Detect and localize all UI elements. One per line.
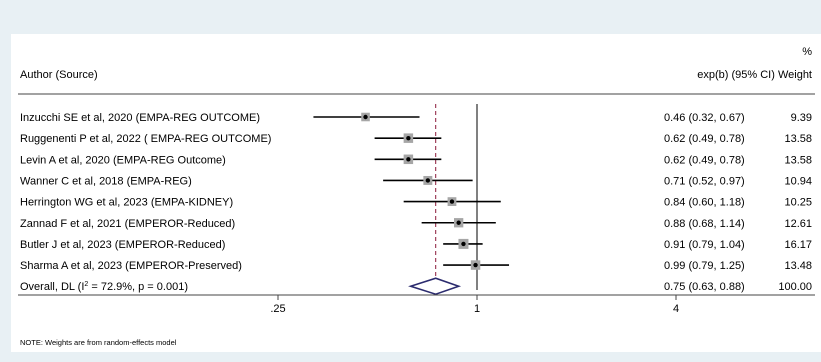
- study-label: Butler J et al, 2023 (EMPEROR-Reduced): [20, 239, 225, 251]
- overall-label-prefix: Overall, DL (I: [20, 281, 84, 293]
- weight-text: 13.48: [784, 260, 812, 272]
- author-header: Author (Source): [20, 69, 98, 81]
- study-row: Herrington WG et al, 2023 (EMPA-KIDNEY) 0…: [20, 197, 812, 209]
- point-estimate: [449, 199, 455, 204]
- plot-panel: [11, 34, 821, 352]
- overall-label-sup: 2: [84, 281, 88, 288]
- study-rows: Inzucchi SE et al, 2020 (EMPA-REG OUTCOM…: [20, 112, 812, 296]
- x-axis: .25 1 4: [270, 295, 679, 315]
- study-row: Zannad F et al, 2021 (EMPEROR-Reduced) 0.…: [20, 218, 812, 230]
- estimate-header: exp(b) (95% CI) Weight: [697, 69, 812, 81]
- point-estimate: [425, 178, 431, 183]
- x-tick-label: 1: [474, 303, 480, 315]
- point-estimate: [406, 135, 411, 141]
- study-label: Zannad F et al, 2021 (EMPEROR-Reduced): [20, 218, 235, 230]
- study-row: Ruggenenti P et al, 2022 ( EMPA-REG OUTC…: [20, 133, 812, 145]
- footnote: NOTE: Weights are from random-effects mo…: [20, 338, 177, 347]
- point-estimate: [461, 241, 466, 247]
- study-label: Herrington WG et al, 2023 (EMPA-KIDNEY): [20, 197, 233, 209]
- study-label: Inzucchi SE et al, 2020 (EMPA-REG OUTCOM…: [20, 112, 260, 124]
- percent-header: %: [802, 46, 812, 58]
- ci-text: 0.88 (0.68, 1.14): [664, 218, 745, 230]
- study-row: Levin A et al, 2020 (EMPA-REG Outcome) 0.…: [20, 154, 812, 166]
- study-label: Levin A et al, 2020 (EMPA-REG Outcome): [20, 154, 226, 166]
- weight-text: 12.61: [784, 218, 812, 230]
- study-row: Butler J et al, 2023 (EMPEROR-Reduced) 0.…: [20, 238, 812, 251]
- ci-text: 0.99 (0.79, 1.25): [664, 260, 745, 272]
- weight-text: 10.94: [784, 175, 812, 187]
- overall-diamond: [408, 277, 462, 296]
- study-row: Wanner C et al, 2018 (EMPA-REG) 0.71 (0.5…: [20, 175, 812, 187]
- x-tick-label: .25: [270, 303, 285, 315]
- study-label: Ruggenenti P et al, 2022 ( EMPA-REG OUTC…: [20, 133, 271, 145]
- point-estimate: [456, 220, 461, 225]
- weight-text: 13.58: [784, 133, 812, 145]
- study-row: Sharma A et al, 2023 (EMPEROR-Preserved)…: [20, 260, 812, 272]
- point-estimate: [473, 262, 478, 268]
- overall-ci-text: 0.75 (0.63, 0.88): [664, 281, 745, 293]
- weight-text: 10.25: [784, 197, 812, 209]
- study-label: Sharma A et al, 2023 (EMPEROR-Preserved): [20, 260, 242, 272]
- overall-weight-text: 100.00: [778, 281, 812, 293]
- weight-text: 13.58: [784, 154, 812, 166]
- overall-row: Overall, DL (I2 = 72.9%, p = 0.001) 0.75 …: [20, 277, 812, 296]
- overall-label: Overall, DL (I2 = 72.9%, p = 0.001): [20, 281, 188, 293]
- overall-label-suffix: = 72.9%, p = 0.001): [88, 281, 188, 293]
- study-row: Inzucchi SE et al, 2020 (EMPA-REG OUTCOM…: [20, 112, 812, 124]
- weight-text: 9.39: [791, 112, 812, 124]
- ci-text: 0.91 (0.79, 1.04): [664, 239, 745, 251]
- point-estimate: [406, 157, 411, 162]
- x-tick-label: 4: [673, 303, 679, 315]
- point-estimate: [363, 114, 368, 120]
- ci-text: 0.62 (0.49, 0.78): [664, 154, 745, 166]
- ci-text: 0.46 (0.32, 0.67): [664, 112, 745, 124]
- study-label: Wanner C et al, 2018 (EMPA-REG): [20, 175, 192, 187]
- ci-text: 0.71 (0.52, 0.97): [664, 175, 745, 187]
- ci-text: 0.62 (0.49, 0.78): [664, 133, 745, 145]
- ci-text: 0.84 (0.60, 1.18): [664, 197, 745, 209]
- weight-text: 16.17: [784, 239, 812, 251]
